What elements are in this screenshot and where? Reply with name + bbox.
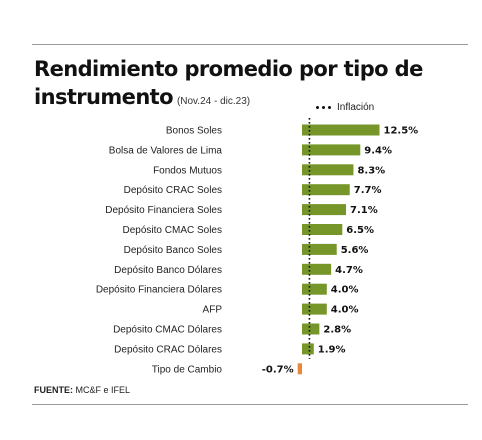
bar [302,224,343,235]
bottom-rule [32,404,468,405]
inflation-legend-label: Inflación [337,102,375,113]
category-label: Tipo de Cambio [152,364,223,375]
bar [302,124,380,136]
inflation-legend-marker [316,106,331,109]
bar [302,184,350,196]
category-label: Depósito CMAC Soles [123,225,222,236]
bar [302,343,314,355]
value-label: 4.7% [335,265,363,276]
title-line-1: Rendimiento promedio por tipo de [34,57,423,81]
top-rule [32,44,468,45]
category-label: Fondos Mutuos [153,165,222,176]
value-label: 4.0% [331,305,359,316]
chart-title: Rendimiento promedio por tipo de instrum… [34,55,464,116]
value-label: 6.5% [346,225,374,236]
category-label: Depósito Banco Soles [124,245,222,256]
source-label: FUENTE: [34,385,73,395]
category-label: Depósito CRAC Dólares [114,344,222,355]
category-label: Depósito CRAC Soles [124,185,222,196]
value-label: 8.3% [357,165,385,176]
category-label: Depósito Financiera Dólares [96,285,222,296]
bar [297,363,302,375]
value-label: 4.0% [331,285,359,296]
source-note: FUENTE: MC&F e IFEL [34,385,130,395]
value-label: 7.7% [354,185,382,196]
bar [302,204,347,216]
chart-subtitle: (Nov.24 - dic.23) [176,96,251,107]
title-line-2-text: instrumento [34,85,174,109]
bar [302,164,354,176]
source-text: MC&F e IFEL [75,385,131,395]
category-label: Depósito Financiera Soles [105,205,222,216]
category-label: Depósito Banco Dólares [114,265,222,276]
value-label: 7.1% [350,205,378,216]
category-label: AFP [203,305,223,316]
category-label: Bolsa de Valores de Lima [109,145,223,156]
title-line-2: instrumento (Nov.24 - dic.23) [34,83,464,116]
value-label: 9.4% [364,145,392,156]
bar [302,243,337,255]
legend: Inflación [316,102,374,113]
bar [302,144,361,156]
value-label: 12.5% [384,126,419,137]
bar [302,303,327,315]
bar [302,323,320,335]
value-label: 1.9% [318,344,346,355]
value-label: 5.6% [341,245,369,256]
value-label: 2.8% [323,325,351,336]
value-label: -0.7% [262,364,294,375]
bar [302,263,332,275]
category-label: Bonos Soles [166,126,222,137]
category-label: Depósito CMAC Dólares [113,325,222,336]
bar [302,283,327,295]
